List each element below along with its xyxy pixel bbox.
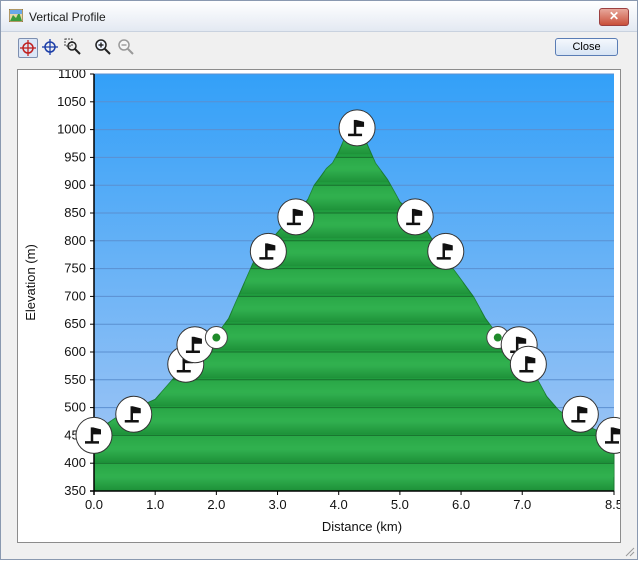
- dot-icon: [493, 333, 502, 342]
- y-tick-label: 500: [64, 400, 86, 415]
- x-axis-label: Distance (km): [322, 519, 402, 534]
- x-tick-labels: 0.0 1.0 2.0 3.0 4.0 5.0 6.0 7.0 8.5: [85, 491, 623, 512]
- profile-app-icon: [9, 9, 23, 22]
- waypoint-flag[interactable]: [249, 232, 287, 270]
- y-tick-label: 650: [64, 316, 86, 331]
- waypoint-flag[interactable]: [277, 198, 315, 236]
- waypoint-flag[interactable]: [75, 416, 113, 454]
- zoom-in-icon: [95, 39, 111, 55]
- terrain-band: [94, 435, 614, 450]
- title-bar[interactable]: Vertical Profile ✕: [1, 1, 637, 32]
- crosshair-blue-tool[interactable]: [41, 38, 61, 58]
- waypoint-flag[interactable]: [427, 232, 465, 270]
- x-tick-label: 7.0: [513, 497, 531, 512]
- flag-icon: [406, 208, 423, 226]
- waypoint-dot[interactable]: [204, 326, 228, 350]
- elevation-profile-chart[interactable]: 3504004505005506006507007508008509009501…: [18, 66, 633, 542]
- flag-icon: [605, 427, 621, 444]
- y-tick-label: 950: [64, 149, 86, 164]
- terrain-band: [94, 379, 614, 394]
- x-tick-label: 3.0: [268, 497, 286, 512]
- y-axis-label: Elevation (m): [23, 244, 38, 321]
- waypoint-flag[interactable]: [509, 345, 547, 383]
- x-tick-label: 5.0: [391, 497, 409, 512]
- waypoints: [75, 109, 633, 454]
- waypoint-flag[interactable]: [396, 198, 434, 236]
- flag-icon: [286, 208, 303, 226]
- y-tick-label: 350: [64, 483, 86, 498]
- flag-icon: [124, 406, 141, 423]
- y-tick-label: 850: [64, 205, 86, 220]
- crosshair-red-tool[interactable]: [18, 38, 38, 58]
- flag-icon: [571, 406, 588, 423]
- x-tick-label: 8.5: [605, 497, 620, 512]
- terrain-band: [94, 407, 614, 422]
- y-tick-label: 550: [64, 372, 86, 387]
- y-tick-label: 1050: [57, 94, 86, 109]
- y-tick-labels: 3504004505005506006507007508008509009501…: [57, 66, 94, 498]
- waypoint-flag[interactable]: [338, 109, 376, 147]
- terrain-band: [94, 352, 614, 366]
- toolbar: [1, 32, 637, 64]
- waypoint-flag[interactable]: [561, 395, 599, 433]
- zoom-in-tool[interactable]: [94, 38, 114, 58]
- flag-icon: [185, 336, 202, 354]
- y-tick-label: 1100: [58, 70, 86, 81]
- flag-icon: [348, 119, 365, 137]
- y-tick-label: 750: [64, 261, 86, 276]
- flag-icon: [85, 427, 101, 444]
- y-tick-label: 600: [64, 344, 86, 359]
- close-button[interactable]: Close: [555, 38, 618, 56]
- resize-grip-icon[interactable]: [623, 545, 635, 557]
- y-tick-label: 900: [64, 177, 86, 192]
- x-tick-label: 4.0: [330, 497, 348, 512]
- x-tick-label: 1.0: [146, 497, 164, 512]
- waypoint-flag[interactable]: [115, 395, 153, 433]
- zoom-box-icon: [64, 38, 81, 55]
- zoom-out-icon: [118, 39, 134, 55]
- zoom-box-tool[interactable]: [64, 38, 84, 58]
- terrain-band: [94, 463, 614, 478]
- y-tick-label: 400: [64, 455, 86, 470]
- window-close-button[interactable]: ✕: [599, 8, 629, 26]
- crosshair-red-icon: [20, 40, 36, 56]
- close-x-icon: ✕: [608, 9, 620, 23]
- window-title: Vertical Profile: [29, 10, 106, 24]
- x-tick-label: 6.0: [452, 497, 470, 512]
- flag-icon: [519, 356, 536, 373]
- x-tick-label: 2.0: [207, 497, 225, 512]
- chart-frame: 350 400 450 500 550 600 650 700 750 800 850 900 950 1…: [17, 66, 633, 543]
- y-tick-label: 800: [64, 233, 86, 248]
- y-tick-label: 1000: [57, 122, 86, 137]
- dot-icon: [212, 333, 221, 342]
- y-tick-label: 700: [64, 288, 86, 303]
- zoom-out-tool[interactable]: [117, 38, 137, 58]
- flag-icon: [259, 243, 276, 260]
- flag-icon: [436, 243, 453, 260]
- crosshair-blue-icon: [42, 39, 58, 55]
- x-tick-label: 0.0: [85, 497, 103, 512]
